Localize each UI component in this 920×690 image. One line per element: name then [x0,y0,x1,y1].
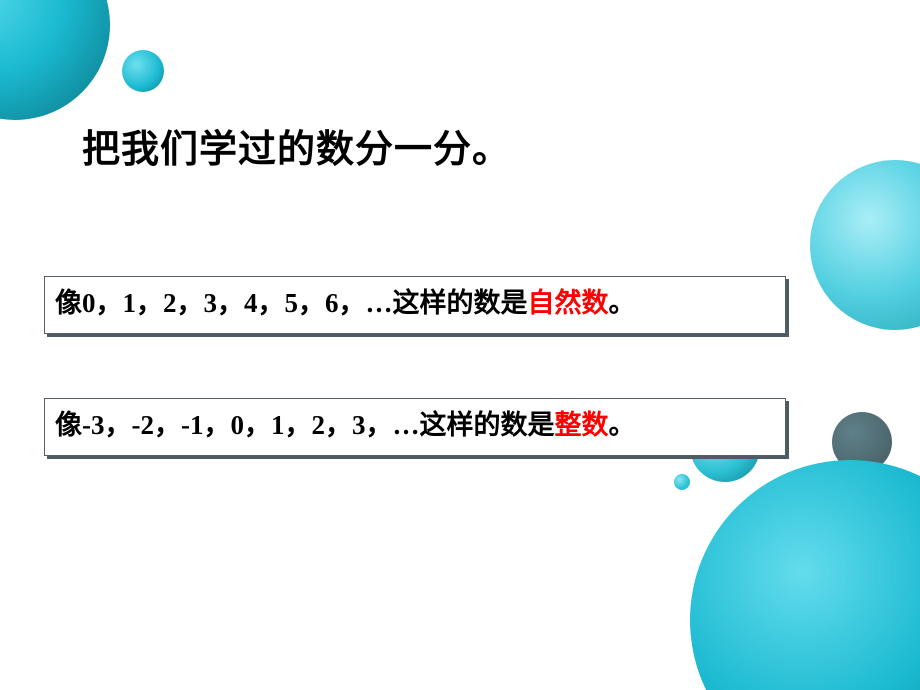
box2-prefix: 像 [55,410,82,440]
box2-suffix: 。 [608,410,635,440]
slide-title: 把我们学过的数分一分。 [82,118,511,173]
decor-circle-bottom-right-tiny [674,474,690,490]
definition-box-natural-numbers: 像0，1，2，3，4，5，6，…这样的数是自然数。 [44,276,786,334]
slide: 把我们学过的数分一分。 像0，1，2，3，4，5，6，…这样的数是自然数。 像-… [0,0,920,690]
box2-highlight: 整数 [554,410,608,440]
box2-numbers: -3，-2，-1，0，1，2，3，… [82,410,419,440]
decor-circle-top-left-small [122,50,164,92]
box1-highlight: 自然数 [528,288,609,318]
box1-suffix: 。 [609,288,636,318]
decor-circle-top-left-large [0,0,110,120]
box1-prefix: 像 [55,288,82,318]
box1-numbers: 0，1，2，3，4，5，6，… [82,288,393,318]
box1-middle: 这样的数是 [393,288,528,318]
box2-middle: 这样的数是 [419,410,554,440]
decor-circle-right-mid [810,160,920,330]
decor-circle-bottom-right-big [690,460,920,690]
definition-box-integers: 像-3，-2，-1，0，1，2，3，…这样的数是整数。 [44,398,786,456]
